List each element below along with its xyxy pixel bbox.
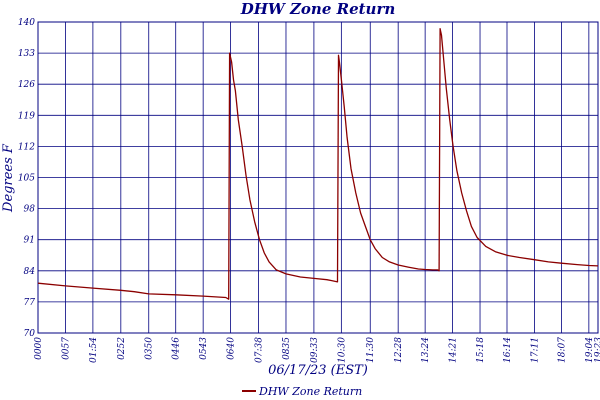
x-tick-label: 07:38 <box>255 337 265 363</box>
x-axis: 0000 0057 01:54 0252 0350 0446 0543 0640 07:38 08… <box>34 337 600 363</box>
chart-title: DHW Zone Return <box>240 0 396 18</box>
x-tick-label: 14:21 <box>449 337 459 363</box>
legend: DHW Zone Return <box>242 385 362 398</box>
legend-label: DHW Zone Return <box>258 385 362 398</box>
y-tick-label: 133 <box>18 49 35 59</box>
y-tick-label: 112 <box>18 142 35 152</box>
x-tick-label: 18:07 <box>557 337 567 363</box>
x-tick-label: 19:23 <box>594 337 600 363</box>
y-tick-label: 91 <box>24 236 35 246</box>
y-tick-label: 84 <box>24 267 36 277</box>
x-tick-label: 0350 <box>145 337 155 360</box>
y-tick-label: 119 <box>18 111 35 121</box>
x-tick-label: 0543 <box>199 337 209 360</box>
x-tick-label: 01:54 <box>89 337 99 363</box>
y-tick-label: 140 <box>18 18 35 28</box>
y-axis-label: Degrees F <box>1 143 16 213</box>
x-tick-label: 17:11 <box>530 337 540 363</box>
x-tick-label: 0057 <box>61 337 71 360</box>
x-tick-label: 13:24 <box>421 337 431 363</box>
series-layer <box>37 28 599 300</box>
x-tick-label: 11:30 <box>366 337 376 363</box>
x-tick-label: 09:33 <box>310 337 320 363</box>
x-tick-label: 0640 <box>227 337 237 360</box>
x-tick-label: 0446 <box>172 337 182 360</box>
y-tick-label: 126 <box>18 80 35 90</box>
y-tick-label: 70 <box>24 329 36 339</box>
x-tick-label: 16:14 <box>503 337 513 363</box>
x-axis-label: 06/17/23 (EST) <box>268 363 368 378</box>
x-tick-label: 15:18 <box>476 337 486 363</box>
y-axis: 70 77 84 91 98 105 112 119 126 133 140 <box>18 18 35 339</box>
series-line-dhw-zone-return <box>37 28 599 300</box>
x-tick-label: 0000 <box>34 337 44 360</box>
x-tick-label: 0835 <box>282 337 292 360</box>
x-tick-label: 10:30 <box>337 337 347 363</box>
y-tick-label: 77 <box>24 298 36 308</box>
y-tick-label: 98 <box>24 205 36 215</box>
plot-frame <box>37 21 599 334</box>
grid <box>37 21 599 334</box>
x-tick-label: 19:04 <box>585 337 595 363</box>
x-tick-label: 12:28 <box>394 337 404 363</box>
x-tick-label: 0252 <box>117 337 127 360</box>
y-tick-label: 105 <box>18 174 35 184</box>
